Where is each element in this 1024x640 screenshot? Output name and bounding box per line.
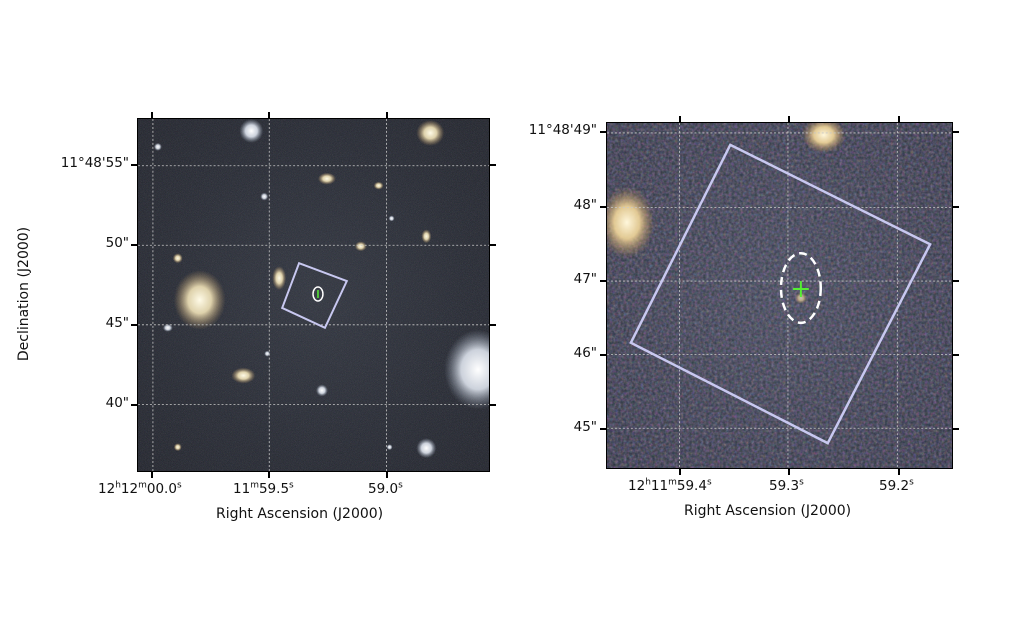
x-tick: [788, 469, 790, 475]
x-tick-label: 12h11m59.4s: [628, 477, 712, 494]
galaxy-source: [173, 270, 226, 330]
target-ellipse: [312, 286, 324, 302]
star-source: [162, 323, 173, 332]
y-tick: [953, 206, 959, 208]
star-source: [801, 123, 846, 153]
x-tick: [386, 112, 388, 118]
galaxy-source: [354, 241, 367, 252]
y-tick: [490, 404, 496, 406]
x-tick: [788, 116, 790, 122]
star-source: [444, 329, 489, 410]
y-tick: [600, 206, 606, 208]
coordinate-grid: [607, 123, 952, 468]
x-tick: [898, 116, 900, 122]
left-x-axis-label: Right Ascension (J2000): [216, 506, 384, 522]
galaxy-source: [317, 172, 336, 185]
x-tick-label: 59.3s: [769, 477, 804, 494]
x-tick: [898, 469, 900, 475]
star-source: [315, 384, 328, 397]
star-source: [153, 142, 162, 151]
galaxy-source: [373, 181, 384, 190]
field-of-view-box: [280, 261, 349, 330]
y-tick: [953, 280, 959, 282]
y-tick-label: 48": [573, 197, 597, 213]
right-image-panel: [606, 122, 953, 469]
y-tick: [131, 324, 137, 326]
y-tick-label: 45": [573, 419, 597, 435]
x-tick: [679, 469, 681, 475]
galaxy-source: [172, 253, 183, 264]
star-source: [386, 444, 393, 451]
galaxy-source: [272, 266, 287, 291]
y-tick: [490, 244, 496, 246]
left-y-axis-label: Declination (J2000): [16, 226, 32, 362]
y-tick-label: 11°48'49": [528, 122, 597, 138]
sky-noise: [607, 123, 952, 468]
x-tick: [268, 112, 270, 118]
x-tick-label: 59.2s: [879, 477, 914, 494]
x-tick: [679, 116, 681, 122]
y-tick: [953, 354, 959, 356]
right-x-axis-label: Right Ascension (J2000): [684, 503, 852, 519]
y-tick-label: 46": [573, 345, 597, 361]
x-tick: [151, 472, 153, 478]
y-tick-label: 11°48'55": [60, 155, 129, 171]
star-source: [388, 215, 395, 222]
left-image-panel: [137, 118, 490, 472]
y-tick-label: 47": [573, 271, 597, 287]
x-tick-label: 11m59.5s: [233, 480, 294, 497]
star-source: [260, 192, 269, 201]
star-source: [264, 350, 271, 357]
y-tick: [131, 404, 137, 406]
star-source: [416, 438, 437, 459]
y-tick: [490, 324, 496, 326]
y-tick: [600, 428, 606, 430]
field-of-view-box: [629, 143, 932, 445]
galaxy-source: [607, 186, 655, 259]
y-tick: [490, 164, 496, 166]
x-tick: [268, 472, 270, 478]
galaxy-source: [231, 367, 256, 384]
x-tick-label: 59.0s: [368, 480, 403, 497]
right-sky-image: [607, 123, 952, 468]
x-tick: [386, 472, 388, 478]
star-source: [416, 119, 445, 146]
star-source: [239, 119, 264, 143]
left-sky-image: [138, 119, 489, 471]
y-tick: [953, 428, 959, 430]
y-tick: [953, 131, 959, 133]
galaxy-source: [421, 229, 432, 244]
y-tick: [600, 280, 606, 282]
y-tick-label: 45": [105, 315, 129, 331]
target-ellipse: [779, 252, 823, 325]
y-tick: [131, 164, 137, 166]
y-tick: [131, 244, 137, 246]
y-tick: [600, 354, 606, 356]
coordinate-grid: [138, 119, 489, 471]
y-tick: [600, 131, 606, 133]
y-tick-label: 40": [105, 395, 129, 411]
x-tick: [151, 112, 153, 118]
y-tick-label: 50": [105, 235, 129, 251]
faint-source: [794, 292, 807, 304]
galaxy-source: [173, 443, 182, 452]
x-tick-label: 12h12m00.0s: [98, 480, 182, 497]
